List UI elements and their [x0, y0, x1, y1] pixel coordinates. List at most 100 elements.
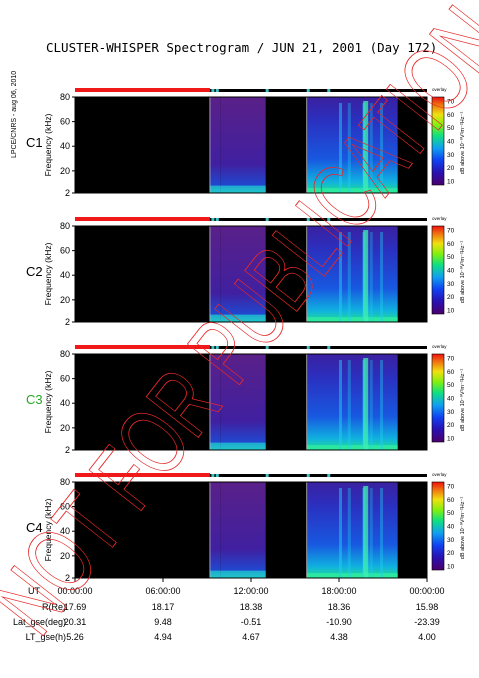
- colorbar-tick-label: 20: [447, 422, 455, 429]
- heatmap-interval: [220, 226, 266, 322]
- orbit-value: 4.94: [154, 632, 172, 642]
- heatmap-low-band: [209, 442, 221, 450]
- heatmap-low-band: [220, 314, 266, 322]
- heatmap-striation: [369, 232, 373, 322]
- y-axis-label: Frequency (kHz): [43, 113, 53, 176]
- figure-title: CLUSTER-WHISPER Spectrogram / JUN 21, 20…: [46, 40, 437, 55]
- heatmap-interval: [220, 97, 266, 193]
- status-bar-mark: [215, 218, 219, 221]
- y-tick-label: 2: [65, 317, 70, 327]
- y-tick-label: 80: [60, 477, 70, 487]
- status-bar-mark: [211, 474, 215, 477]
- heatmap-striation: [369, 360, 373, 450]
- heatmap-spike: [363, 230, 369, 322]
- status-bar-mark: [265, 346, 269, 349]
- status-bar-red: [75, 345, 210, 349]
- panel-frame: [74, 353, 428, 451]
- y-tick-label: 60: [60, 374, 70, 384]
- status-bar-red: [75, 88, 210, 92]
- heatmap-low-band: [209, 314, 221, 322]
- orbit-value: 18.38: [240, 602, 263, 612]
- colorbar-tag: overlay: [432, 472, 447, 477]
- heatmap-striation: [380, 232, 384, 322]
- y-tick-label: 60: [60, 502, 70, 512]
- heatmap-low-band: [220, 442, 266, 450]
- heatmap-low-band: [306, 188, 398, 193]
- spacecraft-label: C2: [26, 264, 43, 279]
- spacecraft-label: C4: [26, 520, 43, 535]
- status-bar-mark: [215, 474, 219, 477]
- heatmap-striation: [339, 103, 342, 193]
- spacecraft-label: C3: [26, 392, 43, 407]
- orbit-value: 5.26: [66, 632, 84, 642]
- colorbar-label: dB above 10⁻⁸V²m⁻²Hz⁻¹: [459, 241, 466, 304]
- heatmap-striation: [369, 488, 373, 578]
- colorbar-tick-label: 20: [447, 550, 455, 557]
- heatmap-low-band: [209, 185, 221, 193]
- y-axis-label: Frequency (kHz): [43, 242, 53, 305]
- colorbar-tick-label: 40: [447, 524, 455, 531]
- heatmap-striation: [369, 103, 373, 193]
- y-tick-label: 20: [60, 166, 70, 176]
- heatmap-low-band: [220, 185, 266, 193]
- x-axis-label: UT: [28, 586, 40, 596]
- colorbar-tick-label: 40: [447, 139, 455, 146]
- colorbar-tick-label: 50: [447, 382, 455, 389]
- heatmap-interval: [306, 354, 398, 450]
- colorbar-scale: [431, 481, 445, 571]
- x-tick-label: 00:00:00: [57, 586, 92, 596]
- status-bar: [75, 88, 427, 92]
- colorbar-scale: [431, 96, 445, 186]
- colorbar-tick-label: 70: [447, 228, 455, 235]
- status-bar-black: [75, 346, 427, 349]
- colorbar-tick-label: 60: [447, 369, 455, 376]
- orbit-table: R(Re)17.69 18.17 18.38 18.36 15.98 Lat_gse(de…: [13, 602, 440, 642]
- colorbar-tick-label: 40: [447, 396, 455, 403]
- status-bar-red: [75, 217, 210, 221]
- heatmap-low-band: [220, 570, 266, 578]
- x-tick-label: 12:00:00: [233, 586, 268, 596]
- y-tick-label: 80: [60, 92, 70, 102]
- y-tick-label: 60: [60, 117, 70, 127]
- y-tick-label: 40: [60, 141, 70, 151]
- heatmap-striation: [380, 360, 384, 450]
- spacecraft-label: C1: [26, 135, 43, 150]
- heatmap-low-band: [209, 570, 221, 578]
- y-axis-label: Frequency (kHz): [43, 370, 53, 433]
- heatmap-low-band: [306, 317, 398, 322]
- heatmap-striation: [339, 360, 342, 450]
- y-tick-label: 60: [60, 246, 70, 256]
- orbit-value: 17.69: [64, 602, 87, 612]
- orbit-value: -10.90: [326, 617, 352, 627]
- orbit-value: 18.36: [328, 602, 351, 612]
- y-axis: 2 20 40 60 80 Frequency (kHz): [43, 221, 75, 327]
- colorbar-tick-label: 50: [447, 125, 455, 132]
- panel-c2: 2 20 40 60 80 Frequency (kHz)C2 overlay 10 20 30 4…: [26, 216, 466, 327]
- status-bar-mark: [327, 218, 331, 221]
- colorbar-tick-label: 30: [447, 409, 455, 416]
- colorbar-scale: [431, 225, 445, 315]
- colorbar-tick-label: 50: [447, 510, 455, 517]
- orbit-value: 15.98: [416, 602, 439, 612]
- heatmap-striation: [347, 360, 351, 450]
- orbit-value: 9.48: [154, 617, 172, 627]
- orbit-value: 4.67: [242, 632, 260, 642]
- y-tick-label: 20: [60, 295, 70, 305]
- colorbar-tick-label: 70: [447, 356, 455, 363]
- status-bar-mark: [327, 346, 331, 349]
- colorbar-tick-label: 40: [447, 268, 455, 275]
- orbit-value: 18.17: [152, 602, 175, 612]
- status-bar-mark: [306, 218, 310, 221]
- x-tick-label: 00:00:00: [409, 586, 444, 596]
- colorbar-scale: [431, 353, 445, 443]
- y-axis: 2 20 40 60 80 Frequency (kHz): [43, 349, 75, 455]
- status-bar-mark: [215, 346, 219, 349]
- status-bar-mark: [306, 474, 310, 477]
- heatmap-striation: [347, 232, 351, 322]
- orbit-value: 4.38: [330, 632, 348, 642]
- orbit-value: -0.51: [241, 617, 262, 627]
- heatmap-interval: [306, 482, 398, 578]
- status-bar: [75, 345, 427, 349]
- status-bar-black: [75, 218, 427, 221]
